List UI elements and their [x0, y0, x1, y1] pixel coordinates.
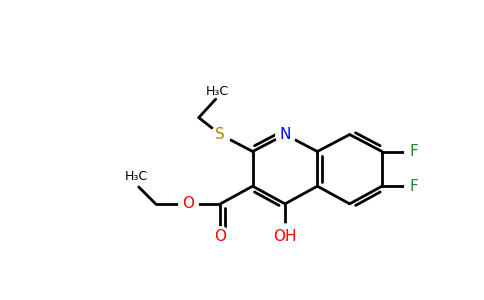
Text: O: O [182, 196, 194, 211]
Text: OH: OH [273, 229, 297, 244]
Text: F: F [410, 144, 419, 159]
Text: O: O [214, 229, 227, 244]
Text: F: F [410, 178, 419, 194]
Text: S: S [215, 127, 225, 142]
Text: N: N [279, 127, 291, 142]
Text: H₃C: H₃C [206, 85, 229, 98]
Text: H₃C: H₃C [125, 170, 148, 183]
